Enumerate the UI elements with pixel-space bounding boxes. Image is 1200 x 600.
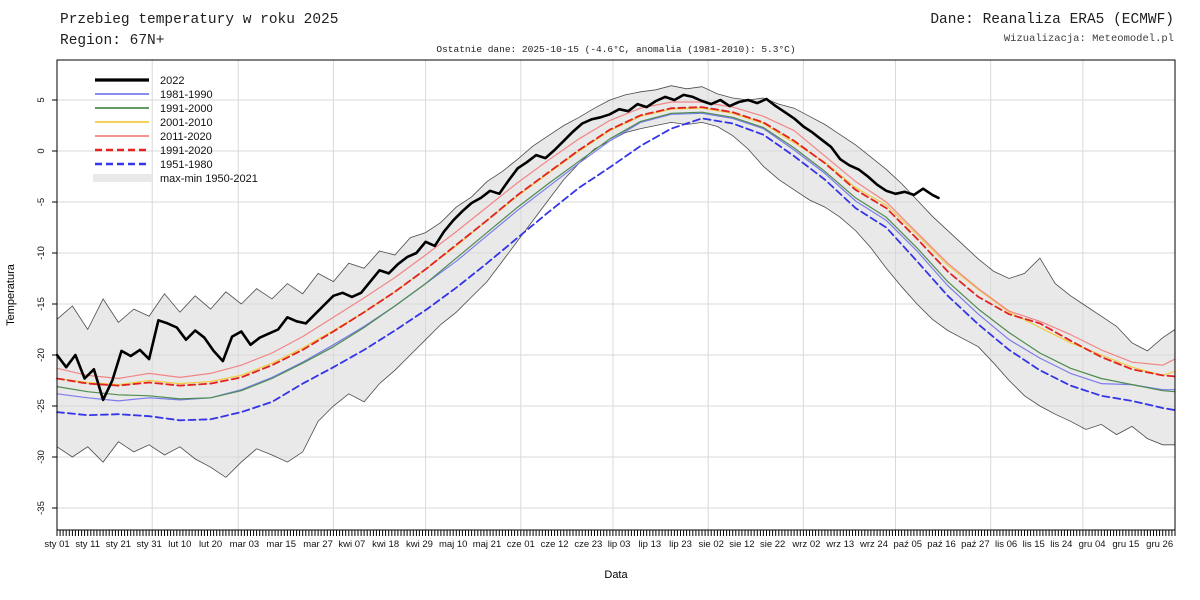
x-tick-label: gru 04 [1079, 539, 1106, 550]
x-tick-label: lis 15 [1023, 539, 1045, 550]
series-1981-1990 [56, 112, 1176, 402]
series-1951-1980 [56, 117, 1176, 422]
chart-title: Przebieg temperatury w roku 2025 [60, 12, 338, 28]
y-tick-label: -20 [36, 348, 47, 362]
x-tick-label: gru 15 [1112, 539, 1139, 550]
y-tick-label: -10 [36, 246, 47, 260]
x-tick-label: paź 27 [961, 539, 990, 550]
legend-band-swatch [93, 174, 152, 182]
band-max-min [57, 85, 1175, 478]
visualization-credit: Wizualizacja: Meteomodel.pl [1004, 33, 1174, 45]
y-tick-label: 0 [36, 148, 47, 153]
x-tick-label: lut 10 [168, 539, 191, 550]
series-2022 [55, 93, 940, 402]
series-2001-2010 [56, 107, 1176, 386]
x-tick-label: lip 13 [638, 539, 661, 550]
data-source-label: Dane: Reanaliza ERA5 (ECMWF) [930, 12, 1174, 28]
x-minor-ticks [56, 530, 1176, 536]
legend: 2022 1981-1990 1991-2000 2001-2010 2011-2020… [93, 75, 258, 185]
legend-item-2011-2020: 2011-2020 [95, 131, 212, 143]
x-tick-label: wrz 02 [791, 539, 820, 550]
x-tick-label: lut 20 [199, 539, 222, 550]
legend-item-2022: 2022 [95, 75, 184, 87]
legend-item-2001-2010: 2001-2010 [95, 117, 213, 129]
x-tick-label: maj 10 [439, 539, 468, 550]
legend-label: 1981-1990 [160, 89, 213, 101]
y-tick-label: -5 [36, 198, 47, 206]
x-axis-label: Data [604, 569, 628, 581]
legend-label: 2011-2020 [160, 131, 212, 143]
legend-item-max-min 1950-2021: max-min 1950-2021 [93, 173, 258, 185]
x-tick-label: gru 26 [1146, 539, 1173, 550]
series-1991-2000 [56, 111, 1176, 400]
x-tick-label: sie 12 [729, 539, 754, 550]
x-tick-label: maj 21 [473, 539, 502, 550]
x-tick-label: mar 27 [303, 539, 333, 550]
legend-label: max-min 1950-2021 [160, 173, 258, 185]
y-tick-label: -15 [36, 297, 47, 311]
gridlines [57, 60, 1175, 530]
legend-label: 2022 [160, 75, 184, 87]
x-tick-label: kwi 07 [338, 539, 365, 550]
x-tick-label: lip 03 [608, 539, 631, 550]
x-tick-label: paź 16 [927, 539, 956, 550]
y-tick-label: 5 [36, 97, 47, 102]
chart-region: Region: 67N+ [60, 33, 164, 49]
x-tick-label: kwi 29 [406, 539, 433, 550]
x-tick-label: sty 01 [44, 539, 69, 550]
x-tick-label: sie 22 [760, 539, 785, 550]
x-tick-label: mar 15 [266, 539, 296, 550]
legend-item-1951-1980: 1951-1980 [95, 159, 213, 171]
legend-label: 1991-2000 [160, 103, 213, 115]
y-tick-label: -35 [36, 501, 47, 515]
y-tick-label: -25 [36, 399, 47, 413]
chart-subtitle: Ostatnie dane: 2025-10-15 (-4.6°C, anoma… [436, 44, 795, 55]
x-tick-label: cze 01 [507, 539, 535, 550]
plot-area [55, 60, 1176, 530]
axes: sty 01 sty 11 sty 21 sty 31 lut 10 lut 20 mar … [36, 97, 1176, 550]
legend-label: 1951-1980 [160, 159, 213, 171]
legend-item-1991-2000: 1991-2000 [95, 103, 213, 115]
x-tick-label: lis 24 [1050, 539, 1072, 550]
y-tick-label: -30 [36, 450, 47, 464]
legend-label: 2001-2010 [160, 117, 213, 129]
x-tick-label: lis 06 [995, 539, 1017, 550]
chart-header: Przebieg temperatury w roku 2025 Region:… [60, 12, 1174, 55]
x-tick-label: cze 23 [574, 539, 602, 550]
x-tick-label: wrz 13 [825, 539, 854, 550]
band-max-edge [56, 85, 1176, 352]
x-tick-label: sty 21 [106, 539, 131, 550]
series-2011-2020 [56, 101, 1176, 380]
x-tick-label: cze 12 [541, 539, 569, 550]
x-tick-label: kwi 18 [372, 539, 399, 550]
x-tick-label: lip 23 [669, 539, 692, 550]
legend-item-1981-1990: 1981-1990 [95, 89, 213, 101]
x-tick-label: sty 31 [136, 539, 161, 550]
y-axis-label: Temperatura [5, 263, 17, 326]
x-tick-label: sie 02 [699, 539, 724, 550]
series-1991-2020 [56, 106, 1176, 387]
x-tick-label: sty 11 [75, 539, 100, 550]
legend-item-1991-2020: 1991-2020 [95, 145, 213, 157]
x-tick-label: mar 03 [230, 539, 260, 550]
x-tick-label: wrz 24 [859, 539, 888, 550]
legend-label: 1991-2020 [160, 145, 213, 157]
x-tick-label: paź 05 [894, 539, 923, 550]
